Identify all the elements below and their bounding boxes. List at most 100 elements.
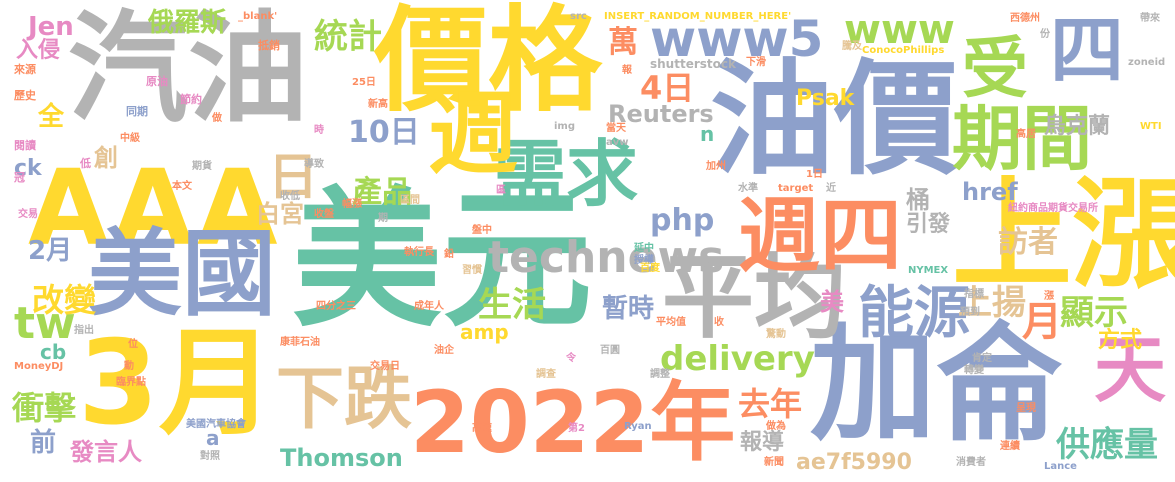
word-zhouer: 週二 <box>966 377 986 388</box>
word-pingjunzhi: 平均值 <box>656 317 686 328</box>
word-amp: amp <box>460 320 509 344</box>
word-meiyuan: 美元 <box>292 174 593 348</box>
word-zuo: 做 <box>212 113 222 124</box>
word-shoudi: 收低 <box>280 191 300 202</box>
word-lishi: 歷史 <box>14 89 36 102</box>
word-moneydj: MoneyDJ <box>14 361 64 372</box>
word-qihuo: 期貨 <box>192 161 212 172</box>
word-2022: 2022年 <box>410 373 736 473</box>
word-pingjun: 平均 <box>662 244 847 351</box>
word-qian2: 鉛 <box>444 249 454 260</box>
word-shangyang: 上揚 <box>958 283 1026 323</box>
word-zhongji: 中級 <box>120 133 140 144</box>
word-wei: 位 <box>128 339 138 350</box>
word-kending: 肯定 <box>972 353 992 364</box>
word-eluosi: 俄羅斯 <box>148 8 227 38</box>
word-n: n <box>700 122 715 146</box>
word-blank: _blank' <box>238 11 278 22</box>
word-xiaofeizhe: 消費者 <box>956 457 986 468</box>
word-shangzhang: 上漲 <box>952 166 1175 305</box>
word-zoneid: zoneid <box>1128 57 1166 68</box>
word-tongqi: 同期 <box>126 105 148 118</box>
word-img: img <box>554 121 576 132</box>
word-2yue: 2月 <box>28 236 73 266</box>
word-meiguoqiche: 美國汽車協會 <box>186 419 246 430</box>
word-jialun: 加侖 <box>810 311 1062 458</box>
word-baidu: 百度 <box>640 263 660 274</box>
word-sanyue: 3月 <box>78 316 275 451</box>
word-nymex: NYMEX <box>908 265 949 276</box>
word-jiaoyiri: 交易日 <box>370 361 400 372</box>
word-wti: WTI <box>1140 121 1162 132</box>
word-di: 低 <box>80 157 91 170</box>
word-ae7f5990: ae7f5990 <box>796 450 912 475</box>
word-jin: 近 <box>826 183 836 194</box>
word-si: 四 <box>1050 8 1124 94</box>
word-gongyingliang: 供應量 <box>1056 425 1158 465</box>
word-dixiao: 抵銷 <box>258 39 280 52</box>
word-insert: INSERT_RANDOM_NUMBER_HERE' <box>604 11 792 22</box>
word-shutterstock: shutterstock <box>650 57 736 71</box>
word-xiahua: 下滑 <box>746 57 766 68</box>
word-delivery: delivery <box>660 339 815 379</box>
word-panzhong: 盤中 <box>472 225 492 236</box>
word-kendelu: 預到 <box>960 307 980 318</box>
word-src: src <box>570 11 587 22</box>
word-tongji: 統計 <box>314 17 382 57</box>
word-quyu: 區間 <box>400 195 420 206</box>
word-target: target <box>778 183 814 194</box>
word-zhuanbian: 轉變 <box>964 365 984 376</box>
word-xuqiu: 需求 <box>494 132 639 216</box>
word-zhichu: 指出 <box>74 325 94 336</box>
word-daozhi: 導致 <box>304 159 324 170</box>
word-meiguo: 美國 <box>88 220 277 329</box>
word-fayanren: 發言人 <box>70 438 142 466</box>
word-xingao: 新高 <box>368 99 388 110</box>
word-jieyue: 節約 <box>180 93 202 106</box>
word-fen: 份 <box>1040 29 1050 40</box>
word-qi: 期 <box>378 213 388 224</box>
word-shenghuo: 生活 <box>478 285 546 325</box>
word-tw: tw <box>14 298 76 349</box>
word-qunian: 去年 <box>738 385 803 423</box>
word-gaibian: 改變 <box>32 281 97 319</box>
word-tong: 桶 <box>906 186 930 214</box>
word-10ri: 10日 <box>348 115 420 150</box>
word-zhou: 週 <box>428 82 518 187</box>
word-zanshi: 暫時 <box>602 294 655 324</box>
word-fangwenzhe: 訪者 <box>998 225 1058 260</box>
word-dong: 動 <box>124 361 134 372</box>
word-wan: 萬 <box>608 25 638 60</box>
word-tian: 天 <box>1094 328 1167 412</box>
word-ruqin: 入侵 <box>16 38 61 63</box>
word-youqi: 油企 <box>434 345 454 356</box>
word-kangfei: 康菲石油 <box>280 337 320 348</box>
word-tengji: 騰及 <box>842 41 862 52</box>
word-lianxu: 連續 <box>1000 441 1020 452</box>
word-laiyuan: 來源 <box>14 63 36 76</box>
word-reuters: Reuters <box>608 100 714 128</box>
word-zhibiao: 指標 <box>964 289 984 300</box>
word-shouquan: 授權 <box>634 255 654 266</box>
word-baodao: 報導 <box>740 430 785 455</box>
word-zhixingzhang: 執行長 <box>404 247 434 258</box>
word-nengyuan: 能源 <box>858 281 970 346</box>
word-www5: www5 <box>650 10 824 68</box>
word-youjia: 油價 <box>710 48 959 192</box>
word-jiazhou: 加州 <box>706 161 726 172</box>
word-zhang2: 漲 <box>1044 291 1054 302</box>
word-lance: Lance <box>1044 461 1077 472</box>
word-chanpin: 產品 <box>352 175 412 210</box>
word-shi: 時 <box>314 125 324 136</box>
word-chuang: 創 <box>94 144 118 172</box>
word-jiage: 價格 <box>374 0 603 127</box>
word-chongji: 衝擊 <box>12 389 77 427</box>
word-zhousi: 週四 <box>738 189 903 284</box>
word-qijian: 期間 <box>952 98 1092 180</box>
word-yuedu: 閱讀 <box>14 139 36 152</box>
word-xidezhou: 西德州 <box>1010 13 1040 24</box>
word-yuanyou: 原油 <box>146 75 168 88</box>
word-chengxian: 呈現 <box>1016 403 1036 414</box>
word-jingdong: 驚動 <box>766 329 786 340</box>
